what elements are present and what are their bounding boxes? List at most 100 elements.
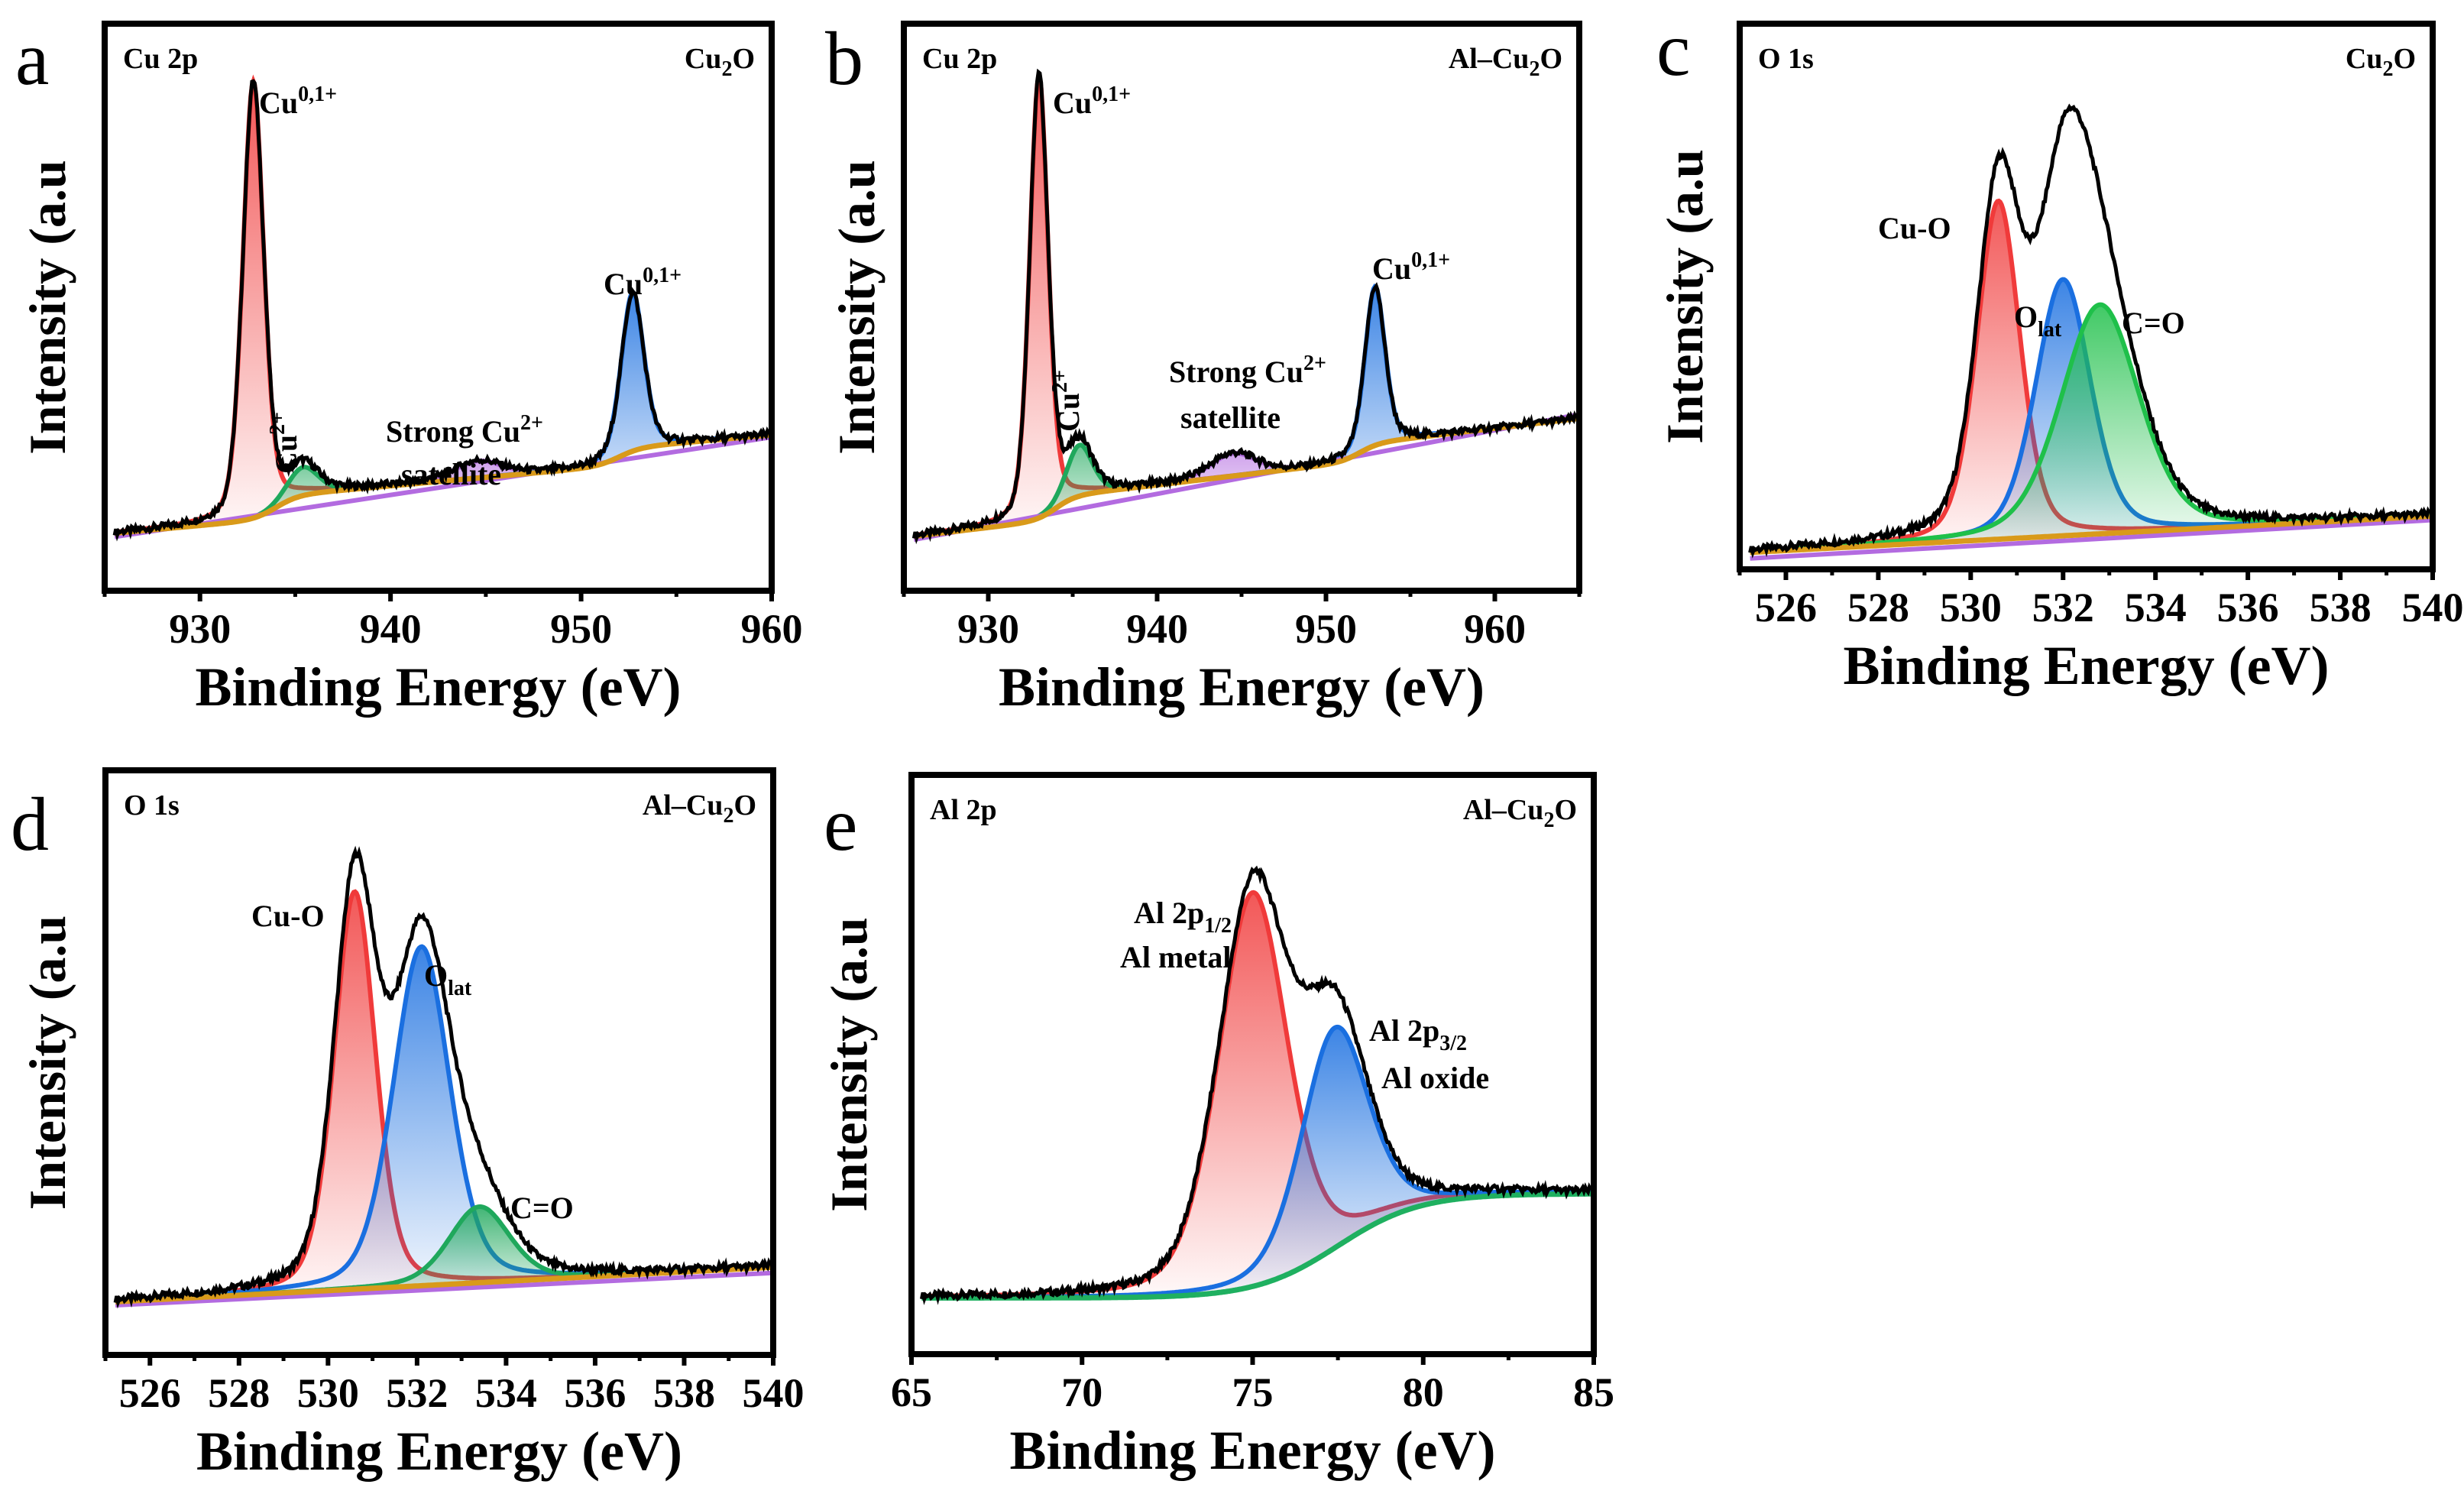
sample-label-base: Al–Cu: [643, 789, 724, 822]
annotation-part: O: [2014, 300, 2038, 334]
annotation-part: Cu-O: [1878, 211, 1951, 245]
background-line: [921, 1191, 1591, 1301]
annotation-part: Cu: [269, 435, 303, 474]
annotation-part: 0,1+: [643, 264, 682, 287]
plot-frame: [901, 21, 1582, 594]
x-axis-title: Binding Energy (eV): [999, 656, 1485, 718]
sample-label: Al–Cu2O: [643, 789, 756, 828]
peak-annotation: satellite: [401, 457, 501, 491]
annotation-part: Al metal: [1120, 940, 1232, 974]
x-tick-label: 528: [1847, 585, 1909, 630]
peak-annotation: Cu2+: [266, 412, 303, 474]
x-tick-label: 534: [475, 1370, 537, 1416]
x-tick-label: 65: [891, 1369, 932, 1415]
plot-frame: [1737, 21, 2436, 572]
annotation-part: satellite: [1180, 400, 1281, 435]
x-tick-label: 930: [957, 606, 1019, 652]
x-tick-label: 940: [1126, 606, 1188, 652]
panel-e: 65 70 75 80 85 Binding Energy (eV) Intensity (…: [820, 772, 1614, 1481]
component-fill: [914, 76, 1576, 536]
annotation-part: 1/2: [1204, 914, 1232, 938]
sample-label: Al–Cu2O: [1463, 794, 1577, 832]
y-axis-title: Intensity (a.u: [1656, 149, 1714, 443]
annotation-part: 0,1+: [298, 83, 337, 106]
annotation-part: 2+: [520, 411, 543, 435]
peak-annotation: Al oxide: [1381, 1061, 1489, 1095]
y-axis-title: Intensity (a.u: [820, 917, 878, 1211]
raw-spectrum-line: [911, 68, 1578, 545]
x-tick-label: 530: [297, 1370, 359, 1416]
annotation-part: 3/2: [1439, 1032, 1467, 1055]
x-tick-label: 540: [743, 1370, 805, 1416]
annotation-part: Cu: [1053, 86, 1092, 120]
sample-label-tail: O: [733, 789, 756, 822]
x-tick-label: 534: [2125, 585, 2187, 630]
panel-letter: a: [15, 16, 49, 101]
panel-letter: b: [825, 16, 863, 101]
annotation-part: Al 2p: [1369, 1013, 1439, 1048]
x-tick-label: 85: [1573, 1369, 1614, 1415]
plot-area: [113, 845, 772, 1309]
peak-annotation: Cu0,1+: [1372, 248, 1450, 286]
annotation-part: C=O: [2122, 306, 2185, 340]
sample-label-base: Al–Cu: [1449, 43, 1530, 75]
y-axis-title: Intensity (a.u: [18, 160, 76, 454]
panel-letter: c: [1656, 7, 1690, 92]
sample-label-base: Cu: [685, 43, 722, 75]
annotation-part: Strong Cu: [1169, 355, 1303, 389]
peak-annotation: Cu0,1+: [1053, 83, 1131, 120]
plot-frame: [102, 21, 775, 594]
peak-annotation: Al metal: [1120, 940, 1232, 974]
x-tick-label: 950: [1295, 606, 1357, 652]
background-line: [1750, 514, 2430, 556]
plot-area: [1748, 103, 2432, 561]
x-tick-label: 526: [119, 1370, 181, 1416]
annotation-part: 2+: [266, 412, 290, 435]
peak-annotation: Al 2p1/2: [1134, 896, 1232, 938]
component-fill: [914, 418, 1576, 536]
x-tick-label: 538: [653, 1370, 715, 1416]
peak-annotation: Cu2+: [1048, 370, 1086, 432]
background-line: [114, 432, 769, 536]
sample-label: Cu2O: [2346, 43, 2416, 81]
component-fill: [115, 1207, 771, 1302]
panel-letter: d: [11, 782, 49, 867]
x-tick-label: 536: [564, 1370, 626, 1416]
component-fill: [115, 81, 769, 533]
peak-annotation: Olat: [424, 958, 472, 1000]
linear-background-line: [115, 1270, 771, 1308]
component-fill: [921, 892, 1591, 1298]
component-fill: [115, 292, 769, 533]
peak-annotation: C=O: [510, 1191, 574, 1225]
sample-label-sub: 2: [721, 57, 732, 81]
sample-label: Al–Cu2O: [1449, 43, 1562, 81]
x-tick-label: 526: [1755, 585, 1817, 630]
annotation-part: lat: [2038, 318, 2062, 342]
x-tick-label: 930: [169, 606, 231, 652]
spectrum-label: O 1s: [124, 789, 180, 822]
sample-label-base: Cu: [2346, 43, 2383, 75]
linear-background-line: [1750, 517, 2430, 561]
x-tick-label: 950: [550, 606, 612, 652]
sample-label-sub: 2: [1529, 57, 1540, 81]
annotation-part: O: [424, 958, 448, 993]
x-tick-label: 528: [208, 1370, 270, 1416]
peak-annotation: Strong Cu2+: [1169, 352, 1326, 389]
annotation-part: Cu: [604, 267, 643, 301]
annotation-part: lat: [448, 977, 472, 1000]
panel-c: 526 528 530 532 534 536 538 540 Binding Energy (…: [1656, 7, 2464, 696]
spectrum-label: Cu 2p: [123, 43, 198, 75]
plot-frame: [102, 767, 776, 1358]
sample-label-sub: 2: [723, 804, 733, 828]
annotation-part: C=O: [510, 1191, 574, 1225]
peak-annotation: C=O: [2122, 306, 2185, 340]
peak-annotation: Strong Cu2+: [386, 411, 543, 449]
sample-label-sub: 2: [2382, 57, 2393, 81]
annotation-part: Cu: [1372, 251, 1411, 286]
plot-area: [112, 74, 771, 542]
raw-spectrum-line: [919, 865, 1593, 1305]
peak-annotation: Cu0,1+: [604, 264, 682, 301]
x-tick-label: 540: [2402, 585, 2464, 630]
y-axis-title: Intensity (a.u: [827, 160, 886, 454]
sample-label-tail: O: [1540, 43, 1562, 75]
